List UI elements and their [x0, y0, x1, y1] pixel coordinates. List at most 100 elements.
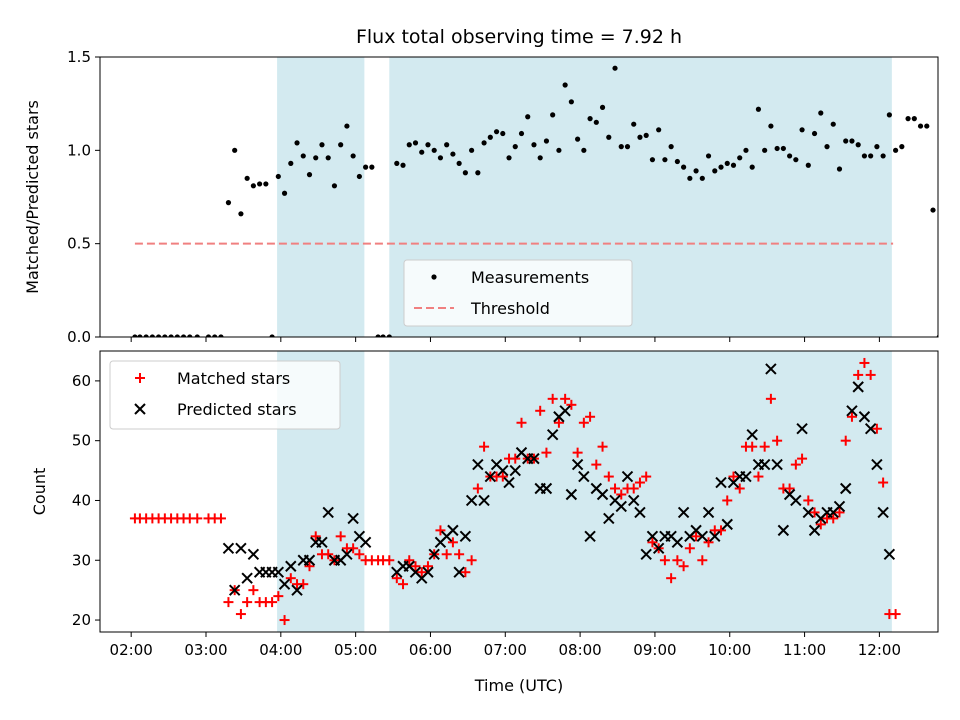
- data-point-b: [802, 506, 815, 519]
- legend-swatch: [134, 403, 146, 415]
- data-point: [858, 411, 871, 423]
- data-point: [194, 334, 200, 337]
- bottom-panel: 02:00 03:00 04:00 05:00 06:00 07:00 08:00 09:00…: [30, 350, 939, 659]
- data-point: [852, 381, 864, 393]
- data-point: [406, 142, 412, 148]
- data-point: [531, 142, 537, 148]
- data-point: [422, 561, 433, 572]
- data-point: [487, 134, 493, 140]
- data-point: [634, 477, 645, 488]
- data-point: [834, 507, 845, 518]
- data-point-b: [671, 536, 684, 549]
- x-tick-label: 08:00: [558, 641, 601, 659]
- data-point: [375, 334, 381, 337]
- data-point: [344, 123, 350, 129]
- y-tick-label: 1.5: [67, 48, 91, 66]
- data-point: [846, 411, 857, 422]
- y-tick-label: 40: [72, 491, 91, 509]
- x-tick-label: 05:00: [334, 641, 377, 659]
- data-point: [709, 530, 721, 543]
- data-point: [566, 399, 577, 410]
- data-point: [223, 597, 234, 608]
- plot-area: [132, 65, 938, 337]
- data-point: [447, 524, 459, 537]
- data-point: [797, 453, 808, 464]
- data-point: [674, 158, 680, 165]
- data-point-b: [771, 458, 783, 471]
- data-point-b: [222, 542, 235, 555]
- data-point: [331, 183, 338, 189]
- data-point: [716, 525, 727, 536]
- data-point: [435, 525, 446, 536]
- data-point: [132, 334, 138, 337]
- data-point: [712, 168, 718, 174]
- data-point: [631, 121, 637, 127]
- data-point: [363, 164, 369, 170]
- data-point: [281, 190, 288, 196]
- data-point-b: [478, 494, 490, 507]
- data-point: [696, 530, 709, 543]
- data-point: [743, 147, 749, 153]
- data-point: [830, 121, 836, 127]
- data-point: [606, 134, 612, 140]
- data-point: [560, 393, 571, 404]
- data-point: [562, 82, 568, 88]
- data-point: [285, 573, 296, 584]
- data-point-b: [883, 548, 896, 560]
- series-measurements: [132, 65, 938, 337]
- data-point: [174, 334, 180, 337]
- data-point: [815, 519, 826, 530]
- data-point: [868, 153, 874, 159]
- data-point: [291, 584, 303, 596]
- data-point: [478, 494, 490, 507]
- data-point-b: [596, 488, 609, 501]
- data-point: [400, 162, 406, 168]
- data-point-b: [696, 530, 709, 543]
- data-point-b: [459, 530, 472, 543]
- data-point: [740, 470, 752, 483]
- data-point: [697, 555, 708, 566]
- data-point: [465, 494, 478, 507]
- data-point: [168, 334, 174, 337]
- data-point: [350, 153, 356, 159]
- data-point: [610, 483, 621, 494]
- data-point: [222, 542, 235, 555]
- data-point: [628, 494, 640, 507]
- data-point: [180, 334, 187, 337]
- data-point: [422, 566, 434, 578]
- data-point-b: [740, 470, 752, 483]
- data-point: [541, 447, 552, 458]
- data-point: [518, 130, 525, 137]
- series-predicted-stars: [222, 363, 896, 596]
- data-point: [803, 495, 814, 506]
- data-point-b: [603, 512, 615, 525]
- data-point: [238, 211, 244, 217]
- data-point: [572, 447, 583, 458]
- data-point: [871, 458, 883, 471]
- data-point: [755, 106, 762, 112]
- data-point-b: [777, 524, 790, 537]
- data-point: [454, 549, 465, 560]
- data-point: [525, 114, 531, 120]
- data-point-b: [590, 482, 603, 495]
- data-point-b: [609, 494, 621, 507]
- data-point: [864, 423, 877, 435]
- data-point: [359, 536, 372, 549]
- data-point: [356, 173, 362, 180]
- legend-label: Predicted stars: [177, 400, 297, 419]
- data-point: [444, 142, 450, 148]
- data-point-b: [621, 470, 634, 483]
- data-point: [585, 411, 596, 422]
- data-point: [528, 452, 540, 465]
- data-point: [304, 561, 315, 572]
- data-point: [768, 123, 774, 129]
- plot-frame: [99, 56, 939, 338]
- data-point: [883, 548, 896, 560]
- data-point: [790, 459, 801, 470]
- data-point: [662, 157, 668, 163]
- data-point-b: [690, 524, 702, 537]
- data-point: [516, 417, 527, 428]
- data-point: [437, 155, 444, 161]
- data-point: [880, 153, 886, 159]
